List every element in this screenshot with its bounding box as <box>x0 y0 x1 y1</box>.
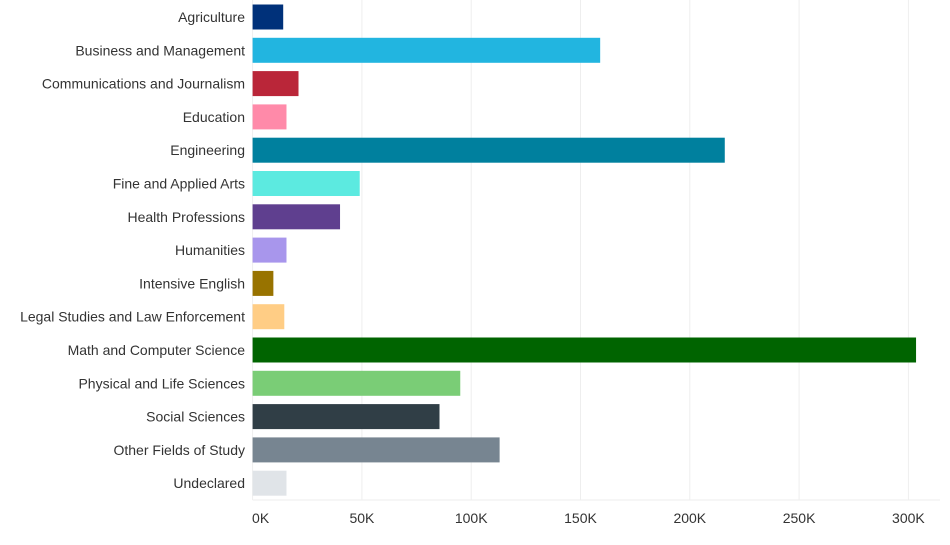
x-tick-label: 250K <box>783 510 816 526</box>
category-label: Education <box>183 109 245 125</box>
x-tick-label: 100K <box>455 510 488 526</box>
bar[interactable] <box>252 237 287 263</box>
bar[interactable] <box>252 137 725 163</box>
bar[interactable] <box>252 370 461 396</box>
bar[interactable] <box>252 37 601 63</box>
bar[interactable] <box>252 404 440 430</box>
bar[interactable] <box>252 337 917 363</box>
x-tick-label: 300K <box>892 510 925 526</box>
x-tick-label: 150K <box>564 510 597 526</box>
category-label: Undeclared <box>173 475 245 491</box>
category-label: Legal Studies and Law Enforcement <box>20 309 245 325</box>
category-labels: Agriculture Business and Management Commun… <box>20 9 245 491</box>
bar[interactable] <box>252 104 287 130</box>
category-label: Agriculture <box>178 9 245 25</box>
gridlines <box>252 0 940 501</box>
bar[interactable] <box>252 270 274 296</box>
category-label: Physical and Life Sciences <box>78 375 245 391</box>
category-label: Intensive English <box>139 275 245 291</box>
bar[interactable] <box>252 470 287 496</box>
bar[interactable] <box>252 71 299 97</box>
category-label: Engineering <box>170 142 245 158</box>
x-tick-label: 0K <box>252 510 270 526</box>
category-label: Social Sciences <box>146 409 245 425</box>
bar[interactable] <box>252 171 360 196</box>
category-label: Business and Management <box>75 42 245 58</box>
bar[interactable] <box>252 437 500 463</box>
bar[interactable] <box>252 204 341 230</box>
bar[interactable] <box>252 304 285 330</box>
category-label: Math and Computer Science <box>68 342 246 358</box>
category-label: Fine and Applied Arts <box>113 176 245 192</box>
x-tick-label: 200K <box>673 510 706 526</box>
x-axis-tick-labels: 0K 50K 100K 150K 200K 250K 300K <box>252 510 925 526</box>
category-label: Health Professions <box>127 209 245 225</box>
x-tick-label: 50K <box>349 510 375 526</box>
bar[interactable] <box>252 4 284 30</box>
category-label: Communications and Journalism <box>42 76 245 92</box>
category-label: Other Fields of Study <box>113 442 245 458</box>
category-label: Humanities <box>175 242 245 258</box>
bars <box>252 4 917 496</box>
